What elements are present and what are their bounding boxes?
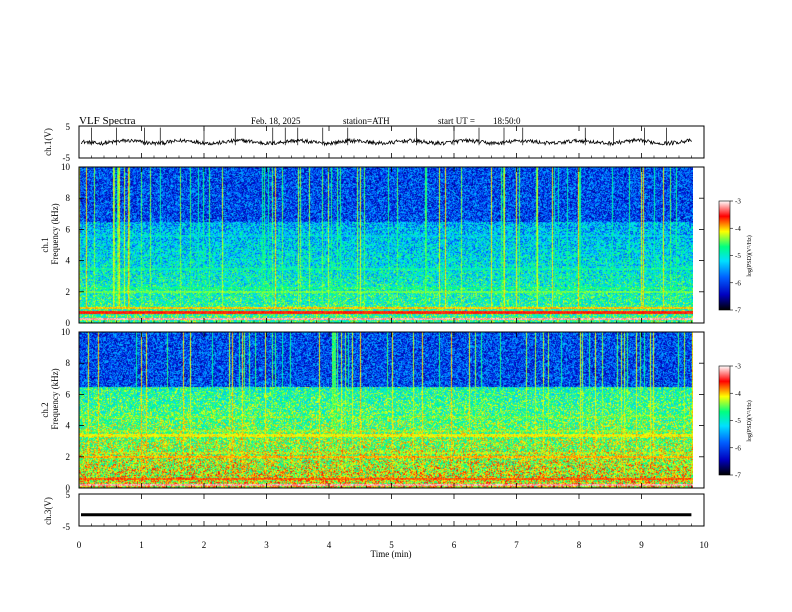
start-ut-label: start UT = <box>438 116 475 126</box>
ch1-colorbar: -3 -4 -5 -6 -7 log(PSD)(V²/Hz) <box>718 198 753 315</box>
ch2-colorbar-gradient <box>718 365 731 476</box>
y-tick-label: 2 <box>66 452 71 462</box>
ch1-waveform-panel: 5 -5 ch.1(V) <box>43 122 705 163</box>
y-tick-label: 10 <box>61 327 71 337</box>
x-tick-label: 9 <box>639 540 644 550</box>
y-tick-label: 0 <box>66 318 71 328</box>
start-ut-value: 18:50:0 <box>493 116 521 126</box>
y-tick-label: 8 <box>66 358 71 368</box>
x-tick-label: 3 <box>264 540 269 550</box>
ch1-ytick-top: 5 <box>66 122 71 132</box>
colorbar-tick-label: -5 <box>735 252 741 260</box>
figure-title: VLF Spectra <box>79 115 136 127</box>
ch1-waveform-line <box>80 137 692 147</box>
x-tick-label: 4 <box>327 540 332 550</box>
ch2-spectrogram-image <box>79 332 693 488</box>
y-tick-label: 6 <box>66 224 71 234</box>
ch1-colorbar-label: log(PSD)(V²/Hz) <box>746 235 753 276</box>
colorbar-tick-label: -6 <box>735 279 741 287</box>
ch1-waveform-ylabel: ch.1(V) <box>43 128 53 156</box>
y-tick-label: 4 <box>66 421 71 431</box>
colorbar-tick-label: -7 <box>735 472 741 480</box>
colorbar-tick-label: -7 <box>735 307 741 315</box>
station-label: station=ATH <box>343 116 390 126</box>
y-tick-label: 10 <box>61 162 71 172</box>
ch3-waveform-panel: 5 -5 ch.3(V) <box>43 490 705 532</box>
ch1-spectrogram-image <box>79 167 693 323</box>
x-tick-label: 5 <box>389 540 394 550</box>
ch3-ytick-top: 5 <box>66 490 71 500</box>
x-tick-label: 10 <box>700 540 710 550</box>
ch2-colorbar: -3 -4 -5 -6 -7 log(PSD)(V²/Hz) <box>718 363 753 480</box>
y-tick-label: 8 <box>66 193 71 203</box>
ch1-frequency-ylabel: Frequency (kHz) <box>50 203 60 264</box>
x-tick-label: 7 <box>514 540 519 550</box>
ch1-channel-label: ch.1 <box>40 237 50 252</box>
colorbar-tick-label: -3 <box>735 198 741 206</box>
y-tick-label: 0 <box>66 483 71 493</box>
ch2-spectrogram-panel: 10 8 6 4 2 0 ch.2 Frequency (kHz) <box>40 327 705 493</box>
x-tick-label: 1 <box>139 540 144 550</box>
colorbar-tick-label: -4 <box>735 225 741 233</box>
colorbar-tick-label: -4 <box>735 390 741 398</box>
x-tick-label: 8 <box>577 540 582 550</box>
ch3-waveform-ylabel: ch.3(V) <box>43 497 53 525</box>
y-tick-label: 6 <box>66 389 71 399</box>
ch2-frequency-ylabel: Frequency (kHz) <box>50 368 60 429</box>
y-tick-label: 4 <box>66 256 71 266</box>
x-tick-label: 6 <box>452 540 457 550</box>
date-label: Feb. 18, 2025 <box>251 116 301 126</box>
x-tick-label: 0 <box>77 540 82 550</box>
ch1-ytick-bottom: -5 <box>63 153 71 163</box>
x-tick-label: 2 <box>202 540 207 550</box>
ch2-colorbar-label: log(PSD)(V²/Hz) <box>746 400 753 441</box>
time-xlabel: Time (min) <box>371 549 412 559</box>
ch2-channel-label: ch.2 <box>40 402 50 417</box>
ch1-spectrogram-panel: 10 8 6 4 2 0 ch.1 Frequency (kHz) <box>40 162 705 328</box>
y-tick-label: 2 <box>66 287 71 297</box>
colorbar-tick-label: -5 <box>735 417 741 425</box>
colorbar-tick-label: -6 <box>735 444 741 452</box>
ch1-colorbar-gradient <box>718 200 731 311</box>
ch3-ytick-bottom: -5 <box>63 522 71 532</box>
colorbar-tick-label: -3 <box>735 363 741 371</box>
